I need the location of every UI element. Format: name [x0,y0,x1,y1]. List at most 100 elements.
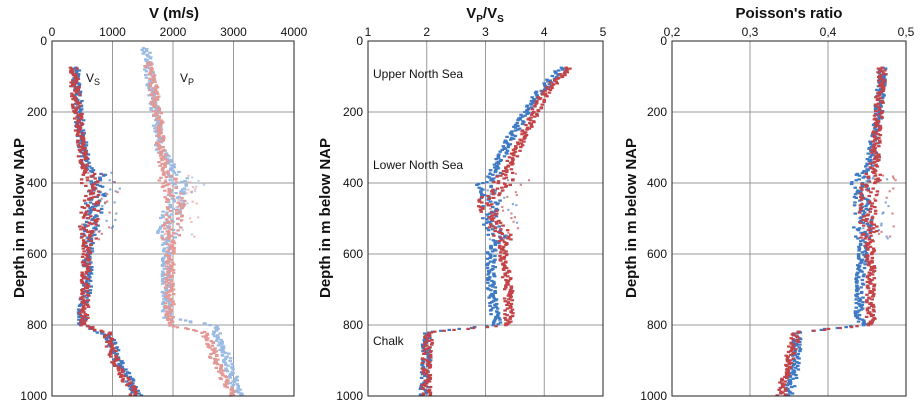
velocity-data-point [220,350,225,353]
poisson-data-point [796,352,801,355]
vp-vs-y-tick-label: 200 [343,105,363,119]
poisson-data-point [860,233,864,236]
velocity-data-point [172,171,177,174]
velocity-data-point [227,352,231,355]
poisson-scatter-point [886,178,889,181]
velocity-data-point [75,121,79,124]
vp-vs-data-point [493,201,498,204]
velocity-data-point [218,332,222,335]
velocity-data-point [161,216,165,219]
poisson-data-point [786,350,791,354]
poisson-data-point [859,305,864,308]
velocity-data-point [155,131,159,134]
velocity-data-point [126,376,130,379]
velocity-data-point [155,98,160,101]
vp-vs-data-point [549,85,554,88]
velocity-data-point [214,366,218,369]
poisson-scatter-point [873,206,876,208]
velocity-data-point [94,220,98,223]
vp-vs-x-tick-label: 1 [365,25,372,39]
velocity-data-point [75,123,80,127]
poisson-data-point [854,196,858,199]
velocity-data-point [223,361,228,364]
vp-vs-data-point [488,309,493,312]
velocity-y-tick-label: 200 [27,105,47,119]
poisson-x-tick-label: 0,3 [742,25,759,39]
vp-vs-data-point [476,182,481,186]
vp-vs-data-point [522,121,526,124]
vp-vs-data-point [423,379,428,382]
velocity-data-point [159,138,163,141]
velocity-scatter-point [108,179,111,182]
vp-vs-data-point [430,343,434,346]
poisson-data-point [880,111,884,115]
poisson-data-point [875,190,880,193]
poisson-scatter-point [878,232,881,235]
poisson-data-point [872,266,877,270]
velocity-data-point [74,76,78,79]
velocity-data-point [96,218,100,221]
velocity-data-point [238,388,242,391]
poisson-data-point [867,322,871,325]
poisson-data-point [860,251,865,254]
velocity-data-point [144,73,148,77]
velocity-data-point [82,250,86,253]
poisson-data-point [785,356,790,359]
velocity-data-point [90,170,94,174]
poisson-data-point [784,364,789,367]
velocity-data-point [125,380,129,383]
vp-vs-data-point [535,112,539,115]
velocity-data-point [171,293,176,296]
poisson-data-point [857,266,861,269]
vp-vs-data-point [428,359,433,362]
poisson-y-tick-label: 200 [647,105,667,119]
poisson-data-point [883,82,887,85]
velocity-data-point [82,311,86,314]
poisson-data-point [858,204,863,207]
velocity-data-point [164,292,168,295]
vp-vs-data-point [487,197,491,200]
velocity-data-point [102,174,106,177]
vp-vs-data-point [505,170,509,174]
vp-vs-plot-frame [367,40,604,397]
poisson-data-point [785,358,789,361]
poisson-data-point [865,301,869,304]
velocity-data-point [119,374,124,377]
vp-vs-x-tick-label: 3 [482,25,489,39]
vp-vs-data-point [503,274,507,277]
poisson-data-point [870,295,875,298]
poisson-data-point [812,329,816,332]
velocity-scatter-point [169,221,173,224]
velocity-data-point [165,206,170,209]
vp-vs-data-point [512,151,516,154]
velocity-data-point [228,360,232,363]
vp-vs-data-point [488,304,492,307]
poisson-data-point [868,162,873,165]
vp-vs-data-point [540,103,544,106]
velocity-data-point [161,261,166,264]
poisson-data-point [857,227,862,230]
velocity-data-point [155,123,159,126]
velocity-scatter-point [193,190,197,193]
poisson-data-point [864,170,868,174]
velocity-data-point [108,339,112,342]
poisson-data-point [871,187,875,190]
velocity-data-point [175,196,180,199]
velocity-data-point [157,161,161,164]
vp-vs-scatter-point [489,207,492,210]
velocity-data-point [82,321,86,324]
vp-vs-data-point [430,338,434,342]
vp-vs-data-point [421,392,426,395]
poisson-data-point [857,192,861,195]
velocity-data-point [86,316,90,319]
poisson-data-point [878,85,882,88]
velocity-data-point [121,362,125,365]
velocity-data-point [168,299,172,302]
velocity-data-point [165,162,170,165]
poisson-data-point [871,247,876,250]
poisson-data-point [880,82,884,85]
velocity-data-point [167,188,172,191]
poisson-data-point [787,361,791,364]
poisson-data-point [852,226,856,229]
velocity-data-point [235,375,239,378]
